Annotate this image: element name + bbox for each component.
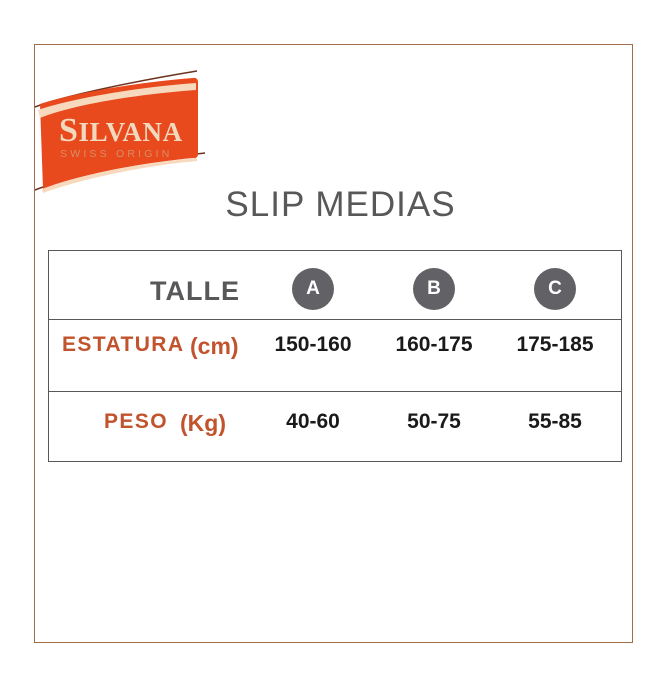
svg-text:SWISS ORIGIN: SWISS ORIGIN [60,148,173,160]
svg-text:SILVANA: SILVANA [59,112,183,149]
